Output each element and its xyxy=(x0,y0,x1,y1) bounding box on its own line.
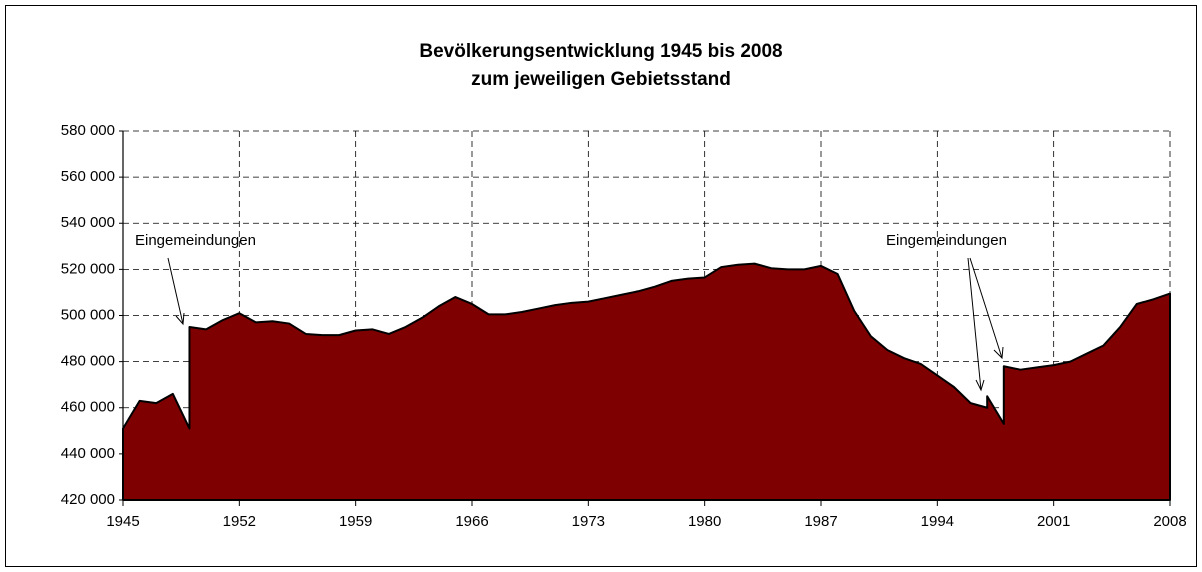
y-tick-label: 520 000 xyxy=(61,260,115,277)
y-tick-label: 480 000 xyxy=(61,353,115,370)
x-tick-label: 2001 xyxy=(1037,513,1070,530)
x-tick-label: 1945 xyxy=(106,513,139,530)
x-tick-label: 1966 xyxy=(455,513,488,530)
x-tick-label: 1994 xyxy=(921,513,954,530)
x-tick-label: 2008 xyxy=(1153,513,1186,530)
chart-title: Bevölkerungsentwicklung 1945 bis 2008 xyxy=(419,41,782,62)
chart-subtitle: zum jeweiligen Gebietsstand xyxy=(471,69,731,90)
annotation: Eingemeindungen xyxy=(135,232,256,249)
x-tick-label: 1952 xyxy=(223,513,256,530)
x-tick-label: 1973 xyxy=(572,513,605,530)
x-tick-label: 1980 xyxy=(688,513,721,530)
y-tick-label: 580 000 xyxy=(61,122,115,139)
area xyxy=(122,262,1171,501)
y-tick-label: 420 000 xyxy=(61,491,115,508)
y-tick-label: 500 000 xyxy=(61,306,115,323)
y-tick-label: 540 000 xyxy=(61,214,115,231)
y-tick-label: 560 000 xyxy=(61,168,115,185)
y-tick-label: 460 000 xyxy=(61,399,115,416)
annotation: Eingemeindungen xyxy=(886,232,1007,249)
x-tick-label: 1959 xyxy=(339,513,372,530)
annotation-arrows xyxy=(167,257,1004,392)
y-tick-label: 440 000 xyxy=(61,445,115,462)
x-tick-label: 1987 xyxy=(804,513,837,530)
